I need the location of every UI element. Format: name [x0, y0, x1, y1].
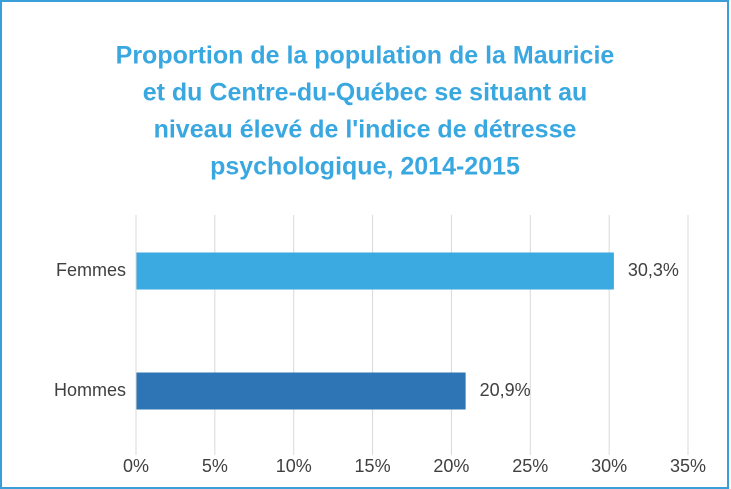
y-tick-label: Hommes: [54, 380, 126, 400]
bar: [136, 372, 466, 410]
x-tick-label: 0%: [123, 456, 149, 476]
chart-title: et du Centre-du-Québec se situant au: [143, 79, 588, 107]
x-tick-label: 35%: [670, 456, 706, 476]
chart-title: Proportion de la population de la Mauric…: [116, 42, 615, 70]
y-tick-label: Femmes: [56, 260, 126, 280]
x-tick-label: 15%: [355, 456, 391, 476]
x-tick-label: 25%: [512, 456, 548, 476]
data-label: 30,3%: [628, 260, 679, 280]
chart-title: niveau élevé de l'indice de détresse: [154, 116, 577, 144]
x-tick-label: 10%: [276, 456, 312, 476]
x-tick-label: 20%: [433, 456, 469, 476]
x-tick-label: 5%: [202, 456, 228, 476]
x-tick-label: 30%: [591, 456, 627, 476]
data-label: 20,9%: [480, 380, 531, 400]
bar: [136, 252, 614, 290]
chart-title: psychologique, 2014-2015: [210, 153, 520, 181]
